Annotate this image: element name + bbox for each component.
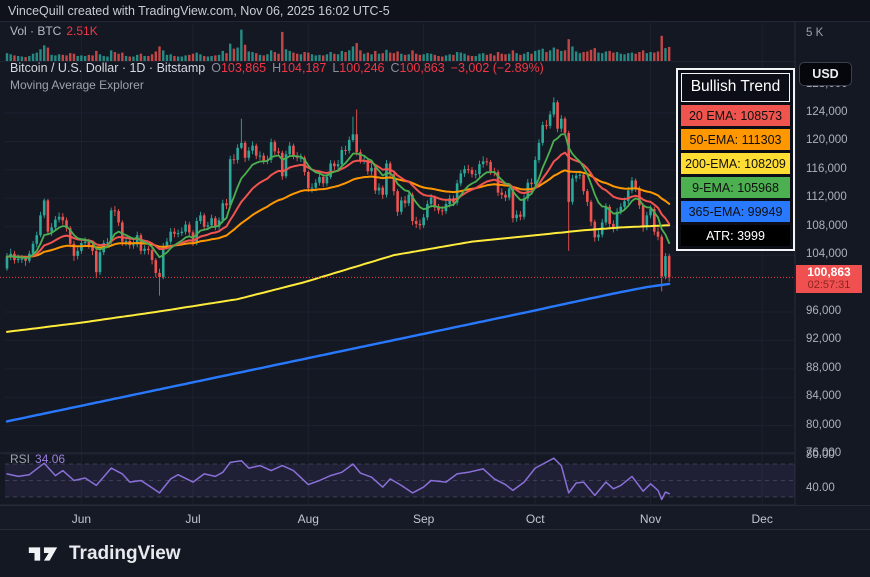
axis-label: 104,000 bbox=[806, 248, 848, 261]
time-axis-month-label: Aug bbox=[297, 512, 319, 526]
time-axis-month-label: Nov bbox=[639, 512, 662, 526]
axis-label: 116,000 bbox=[806, 162, 847, 175]
legend-chip: ATR: 3999 bbox=[681, 225, 790, 246]
axis-label: 92,000 bbox=[806, 333, 842, 346]
rsi-label: RSI bbox=[10, 452, 31, 466]
axis-label: 88,000 bbox=[806, 361, 842, 374]
footer-bar: TradingView bbox=[0, 531, 870, 577]
time-axis-month-label: Jun bbox=[71, 512, 92, 526]
attribution-text: VinceQuill created with TradingView.com,… bbox=[8, 3, 390, 18]
axis-label: 96,000 bbox=[806, 304, 842, 317]
open-value: 103,865 bbox=[220, 61, 267, 75]
axis-label: 120,000 bbox=[806, 134, 848, 147]
legend-chip: 365-EMA: 99949 bbox=[681, 201, 790, 222]
volume-bars bbox=[5, 29, 671, 61]
time-axis-month-label: Sep bbox=[412, 512, 435, 526]
legend-chip: 20 EMA: 108573 bbox=[681, 105, 790, 126]
candles bbox=[5, 97, 671, 296]
legend-chip: 9-EMA: 105968 bbox=[681, 177, 790, 198]
axis-label: 112,000 bbox=[806, 191, 847, 204]
symbol-header[interactable]: Bitcoin / U.S. Dollar · 1D · Bitstamp O10… bbox=[10, 61, 544, 75]
last-price-value: 100,863 bbox=[807, 265, 851, 279]
trend-legend-title: Bullish Trend bbox=[681, 73, 790, 102]
legend-chip: 200-EMA: 108209 bbox=[681, 153, 790, 174]
time-axis-month-label: Oct bbox=[525, 512, 545, 526]
volume-value: 2.51K bbox=[66, 24, 98, 38]
open-label: O bbox=[211, 61, 221, 75]
bar-countdown: 02:57:31 bbox=[807, 279, 851, 291]
volume-indicator-header[interactable]: Vol · BTC 2.51K bbox=[10, 24, 98, 38]
tradingview-wordmark[interactable]: TradingView bbox=[69, 543, 181, 564]
axis-label: 84,000 bbox=[806, 390, 842, 403]
axis-label: 108,000 bbox=[806, 219, 848, 232]
close-value: 100,863 bbox=[399, 61, 445, 75]
low-label: L bbox=[332, 61, 340, 75]
change-value: −3,002 (−2.89%) bbox=[450, 61, 544, 75]
axis-label: 76,000 bbox=[806, 447, 842, 460]
high-value: 104,187 bbox=[281, 61, 327, 75]
attribution-bar: VinceQuill created with TradingView.com,… bbox=[0, 0, 870, 22]
trend-legend-items: 20 EMA: 108573 50-EMA: 111303 200-EMA: 108… bbox=[681, 105, 790, 246]
legend-chip: 50-EMA: 111303 bbox=[681, 129, 790, 150]
rsi-indicator-header[interactable]: RSI 34.06 bbox=[10, 452, 65, 466]
time-axis-month-label: Dec bbox=[751, 512, 773, 526]
indicator-title-moving-average-explorer[interactable]: Moving Average Explorer bbox=[10, 78, 144, 92]
volume-scale-label: 5 K bbox=[806, 27, 824, 39]
low-value: 100,246 bbox=[339, 61, 385, 75]
axis-label: 80,000 bbox=[806, 418, 842, 431]
last-price-tag: 100,863 02:57:31 bbox=[796, 265, 862, 293]
high-label: H bbox=[272, 61, 282, 75]
time-axis[interactable]: Jun Jul Aug Sep Oct Nov Dec bbox=[0, 505, 870, 530]
close-label: C bbox=[390, 61, 400, 75]
trend-legend-table: Bullish Trend 20 EMA: 108573 50-EMA: 1113… bbox=[676, 68, 795, 251]
symbol-title[interactable]: Bitcoin / U.S. Dollar · 1D · Bitstamp bbox=[10, 61, 206, 75]
volume-label: Vol · BTC bbox=[10, 24, 62, 38]
rsi-value: 34.06 bbox=[35, 452, 66, 466]
time-axis-month-label: Jul bbox=[185, 512, 201, 526]
tradingview-logo-icon[interactable] bbox=[26, 543, 60, 565]
axis-label: 124,000 bbox=[806, 106, 848, 119]
currency-usd-button[interactable]: USD bbox=[799, 62, 852, 86]
axis-label: 40.00 bbox=[806, 481, 835, 494]
axis-label: 80.00 bbox=[806, 448, 835, 461]
price-axis[interactable]: 128,000124,000120,000116,000112,000108,0… bbox=[795, 0, 870, 530]
